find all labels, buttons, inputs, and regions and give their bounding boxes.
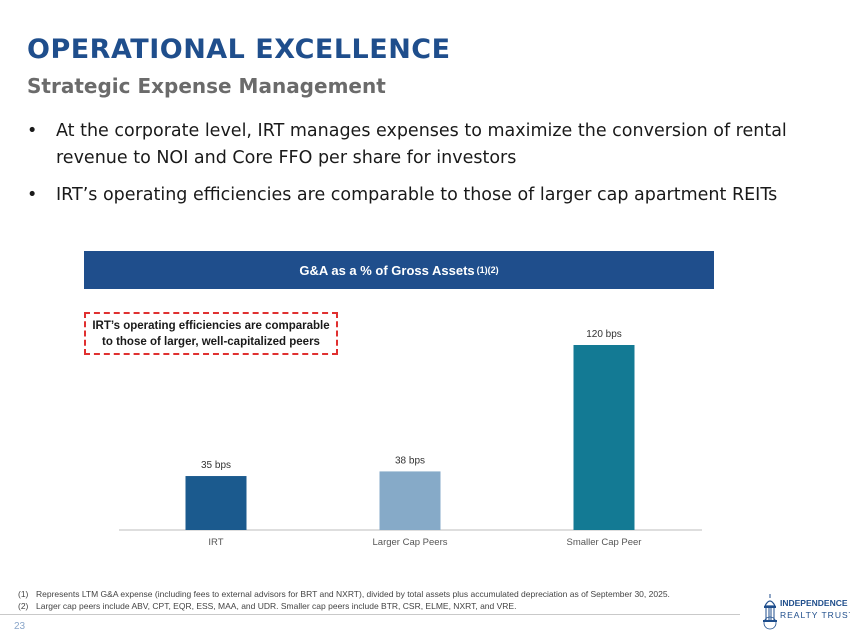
company-logo: INDEPENDENCE REALTY TRUST xyxy=(762,592,850,632)
x-tick-label: Smaller Cap Peer xyxy=(567,537,642,548)
logo-text-secondary: REALTY TRUST xyxy=(780,610,850,620)
chart-title: G&A as a % of Gross Assets xyxy=(299,262,475,278)
bullet-item: • At the corporate level, IRT manages ex… xyxy=(25,118,815,172)
chart-title-banner: G&A as a % of Gross Assets (1)(2) xyxy=(84,251,714,289)
footnote-row: (2) Larger cap peers include ABV, CPT, E… xyxy=(18,600,670,612)
footnotes: (1) Represents LTM G&A expense (includin… xyxy=(18,588,670,612)
footer-divider xyxy=(0,614,740,615)
page-title: OPERATIONAL EXCELLENCE xyxy=(27,34,451,65)
x-tick-label: IRT xyxy=(208,537,223,548)
bar-larger-cap-peers xyxy=(379,471,441,530)
data-label: 120 bps xyxy=(586,329,622,340)
callout-line-2: to those of larger, well-capitalized pee… xyxy=(102,335,320,348)
bullet-dot-icon: • xyxy=(27,121,38,141)
callout-line-1: IRT’s operating efficiencies are compara… xyxy=(92,319,330,332)
logo-text-primary: INDEPENDENCE xyxy=(780,598,848,608)
footnote-text: Larger cap peers include ABV, CPT, EQR, … xyxy=(36,601,517,611)
footnote-number: (1) xyxy=(18,589,29,599)
bullet-item: • IRT’s operating efficiencies are compa… xyxy=(25,182,815,209)
footnote-row: (1) Represents LTM G&A expense (includin… xyxy=(18,588,670,600)
footnote-number: (2) xyxy=(18,601,29,611)
footnote-text: Represents LTM G&A expense (including fe… xyxy=(36,589,670,599)
x-tick-label: Larger Cap Peers xyxy=(373,537,448,548)
capitol-dome-icon xyxy=(763,594,777,630)
chart-title-superscript: (1)(2) xyxy=(476,265,499,275)
data-label: 35 bps xyxy=(201,460,231,471)
bar-smaller-cap-peer xyxy=(573,345,635,530)
page-number: 23 xyxy=(14,621,26,632)
bar-irt xyxy=(185,476,247,530)
bullet-list: • At the corporate level, IRT manages ex… xyxy=(25,118,815,219)
bullet-dot-icon: • xyxy=(27,185,38,205)
bullet-text: IRT’s operating efficiencies are compara… xyxy=(56,185,778,205)
page-subtitle: Strategic Expense Management xyxy=(27,74,386,98)
data-label: 38 bps xyxy=(395,455,425,466)
callout-box: IRT’s operating efficiencies are compara… xyxy=(84,312,338,355)
bullet-text: At the corporate level, IRT manages expe… xyxy=(56,121,787,168)
